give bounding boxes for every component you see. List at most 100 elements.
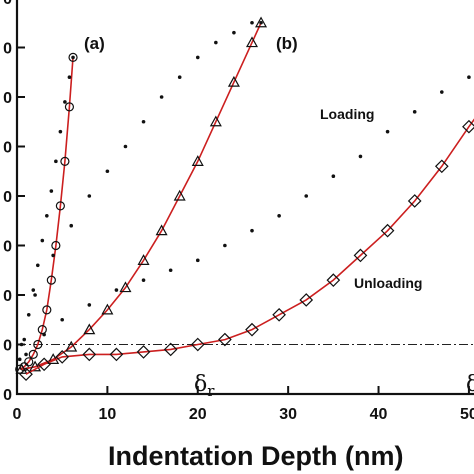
data-point bbox=[191, 155, 204, 166]
data-point bbox=[209, 115, 222, 127]
data-point bbox=[195, 258, 200, 263]
data-point bbox=[304, 194, 309, 198]
data-point bbox=[60, 317, 64, 322]
data-point bbox=[434, 159, 449, 174]
data-point bbox=[67, 75, 72, 79]
data-point bbox=[37, 357, 51, 372]
data-point bbox=[137, 254, 150, 265]
delta-glyph: δ bbox=[194, 372, 207, 397]
x-tick-label: 20 bbox=[189, 406, 207, 423]
data-point bbox=[63, 100, 67, 104]
data-point bbox=[28, 349, 38, 359]
data-point bbox=[462, 119, 474, 134]
x-axis-title: Indentation Depth (nm) bbox=[108, 441, 403, 471]
data-point bbox=[65, 340, 78, 352]
data-point bbox=[37, 325, 47, 335]
panel-label-a: (a) bbox=[84, 34, 105, 53]
data-point bbox=[87, 303, 92, 307]
data-point bbox=[68, 52, 78, 63]
data-point bbox=[54, 159, 58, 164]
data-point bbox=[245, 36, 259, 48]
data-point bbox=[19, 367, 33, 382]
data-point bbox=[218, 332, 232, 347]
data-point bbox=[353, 248, 368, 263]
series-unlabeled-dots bbox=[24, 75, 471, 357]
fit-curve bbox=[19, 57, 74, 370]
series-b-dots bbox=[19, 20, 263, 347]
y-tick-label: 0 bbox=[3, 338, 12, 355]
data-point bbox=[114, 288, 119, 292]
data-point bbox=[380, 223, 395, 238]
data-point bbox=[159, 95, 164, 99]
data-point bbox=[26, 313, 31, 317]
data-point bbox=[245, 322, 259, 337]
data-point bbox=[22, 337, 27, 342]
series-layer bbox=[15, 16, 474, 382]
panel-label-b: (b) bbox=[276, 34, 298, 53]
data-point bbox=[177, 75, 182, 79]
series-unlabeled-open-diamonds bbox=[19, 118, 474, 382]
data-point bbox=[49, 189, 54, 193]
data-point bbox=[326, 273, 341, 287]
data-point bbox=[358, 154, 363, 159]
data-point bbox=[101, 303, 114, 315]
data-point bbox=[227, 75, 240, 87]
data-point bbox=[42, 332, 46, 337]
data-point bbox=[29, 360, 42, 372]
data-point bbox=[141, 119, 146, 124]
data-point bbox=[136, 345, 151, 359]
data-point bbox=[24, 352, 28, 357]
x-tick-label: 0 bbox=[13, 406, 22, 423]
delta-subscript: r bbox=[207, 382, 215, 400]
data-point bbox=[467, 75, 471, 79]
data-point bbox=[440, 90, 444, 94]
data-point bbox=[87, 194, 92, 198]
data-point bbox=[42, 305, 52, 315]
data-point bbox=[33, 339, 43, 350]
data-point bbox=[407, 194, 422, 208]
series-a-dots bbox=[17, 55, 75, 362]
series-a-open-circles bbox=[15, 52, 78, 374]
y-tick-label: 0 bbox=[3, 387, 12, 404]
data-point bbox=[385, 129, 390, 134]
y-tick-label: 0 bbox=[3, 288, 12, 305]
data-point bbox=[17, 357, 22, 362]
fit-curve bbox=[21, 22, 262, 371]
data-point bbox=[232, 30, 236, 35]
data-point bbox=[123, 144, 128, 149]
data-point bbox=[19, 342, 24, 347]
data-point bbox=[60, 156, 70, 166]
data-point bbox=[250, 20, 254, 25]
data-point bbox=[190, 337, 205, 352]
unloading-label: Unloading bbox=[354, 275, 422, 291]
data-point bbox=[69, 223, 74, 228]
data-point bbox=[155, 224, 168, 236]
data-point bbox=[40, 238, 45, 243]
delta-r-symbol: δr bbox=[194, 372, 215, 400]
x-tick-label: 10 bbox=[98, 406, 116, 423]
data-point bbox=[35, 263, 40, 268]
x-tick-label: 50 bbox=[460, 406, 474, 423]
data-point bbox=[141, 278, 146, 282]
x-tick-label: 30 bbox=[279, 406, 297, 423]
data-point bbox=[299, 293, 314, 307]
data-point bbox=[259, 20, 263, 25]
y-tick-label: 0 bbox=[3, 90, 12, 107]
y-tick-label: 0 bbox=[3, 189, 12, 206]
data-point bbox=[83, 323, 96, 335]
data-point bbox=[71, 55, 75, 60]
data-point bbox=[33, 293, 37, 297]
data-point bbox=[45, 214, 49, 218]
plot-frame bbox=[15, 0, 474, 396]
data-point bbox=[109, 347, 124, 362]
series-b-open-triangles bbox=[15, 16, 268, 374]
data-point bbox=[195, 55, 200, 60]
y-tick-label: 0 bbox=[3, 140, 12, 157]
x-ticks: 0 10 20 30 40 50 bbox=[13, 386, 474, 423]
fit-curve bbox=[25, 118, 474, 375]
data-point bbox=[24, 357, 34, 367]
data-point bbox=[55, 350, 70, 364]
y-tick-label: 0 bbox=[3, 239, 12, 256]
y-tick-label: 0 bbox=[3, 0, 12, 8]
data-point bbox=[272, 307, 286, 322]
